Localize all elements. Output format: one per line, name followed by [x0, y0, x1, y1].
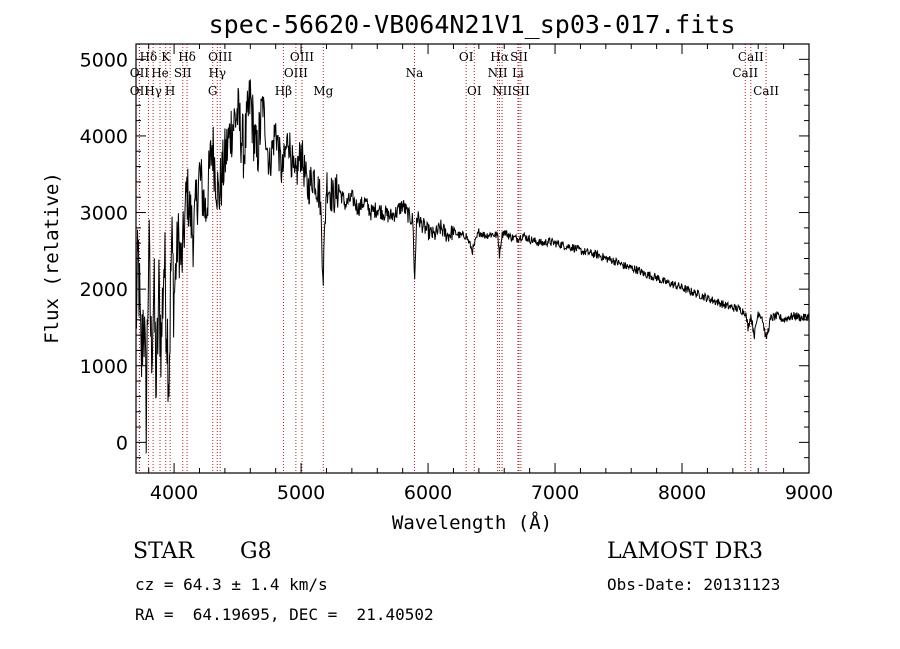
line-label-1: OII — [130, 66, 150, 80]
y-tick-label-4: 4000 — [80, 126, 128, 148]
x-tick-label-0: 4000 — [150, 482, 198, 504]
chart-title: spec-56620-VB064N21V1_sp03-017.fits — [209, 10, 736, 39]
redshift-velocity: cz = 64.3 ± 1.4 km/s — [135, 575, 328, 594]
object-subclass: G8 — [240, 539, 272, 564]
line-label-21: NII — [492, 84, 512, 98]
line-label-26: CaII — [732, 66, 758, 80]
y-axis-label: Flux (relative) — [41, 172, 63, 344]
line-label-24: SII — [512, 84, 530, 98]
spectrum-line — [135, 79, 810, 454]
x-tick-label-1: 5000 — [277, 482, 325, 504]
line-label-9: OIII — [208, 50, 232, 64]
line-label-23: Li — [512, 66, 524, 80]
y-tick-label-5: 5000 — [80, 49, 128, 71]
line-label-2: OII — [130, 84, 150, 98]
line-label-5: K — [161, 50, 171, 64]
x-tick-label-4: 8000 — [658, 482, 706, 504]
line-label-0: Hδ — [140, 50, 158, 64]
line-label-14: OIII — [284, 66, 308, 80]
line-label-4: Hγ — [144, 84, 162, 98]
observation-date: Obs-Date: 20131123 — [607, 575, 781, 594]
line-label-17: OI — [459, 50, 474, 64]
line-label-13: OIII — [290, 50, 314, 64]
axes: 4000 5000 6000 7000 8000 9000 0 1000 2000 3000 400… — [80, 44, 833, 504]
line-label-25: CaII — [738, 50, 764, 64]
line-label-19: Hα — [490, 50, 509, 64]
y-tick-label-1: 1000 — [80, 356, 128, 378]
line-label-8: Hδ — [178, 50, 196, 64]
x-tick-label-2: 6000 — [404, 482, 452, 504]
line-label-3: He — [151, 66, 169, 80]
line-label-6: H — [165, 84, 175, 98]
x-axis-label: Wavelength (Å) — [392, 511, 552, 534]
x-tick-label-5: 9000 — [785, 482, 833, 504]
line-label-27: CaII — [753, 84, 779, 98]
line-label-20: NII — [488, 66, 508, 80]
line-label-22: SII — [510, 50, 528, 64]
object-class: STAR — [133, 539, 194, 564]
y-tick-label-2: 2000 — [80, 279, 128, 301]
line-label-12: Hβ — [275, 84, 292, 98]
spectrum-chart: spec-56620-VB064N21V1_sp03-017.fits Hδ OI… — [41, 10, 833, 534]
spectrum-series — [135, 79, 810, 454]
line-label-10: Hγ — [208, 66, 226, 80]
line-label-11: G — [208, 84, 218, 98]
line-label-7: SII — [174, 66, 192, 80]
y-tick-label-3: 3000 — [80, 203, 128, 225]
line-label-15: Mg — [313, 84, 333, 98]
line-label-16: Na — [406, 66, 424, 80]
coordinates: RA = 64.19695, DEC = 21.40502 — [135, 605, 434, 624]
y-tick-label-0: 0 — [116, 432, 128, 454]
x-tick-label-3: 7000 — [531, 482, 579, 504]
line-label-18: OI — [467, 84, 482, 98]
survey-name: LAMOST DR3 — [607, 539, 763, 564]
